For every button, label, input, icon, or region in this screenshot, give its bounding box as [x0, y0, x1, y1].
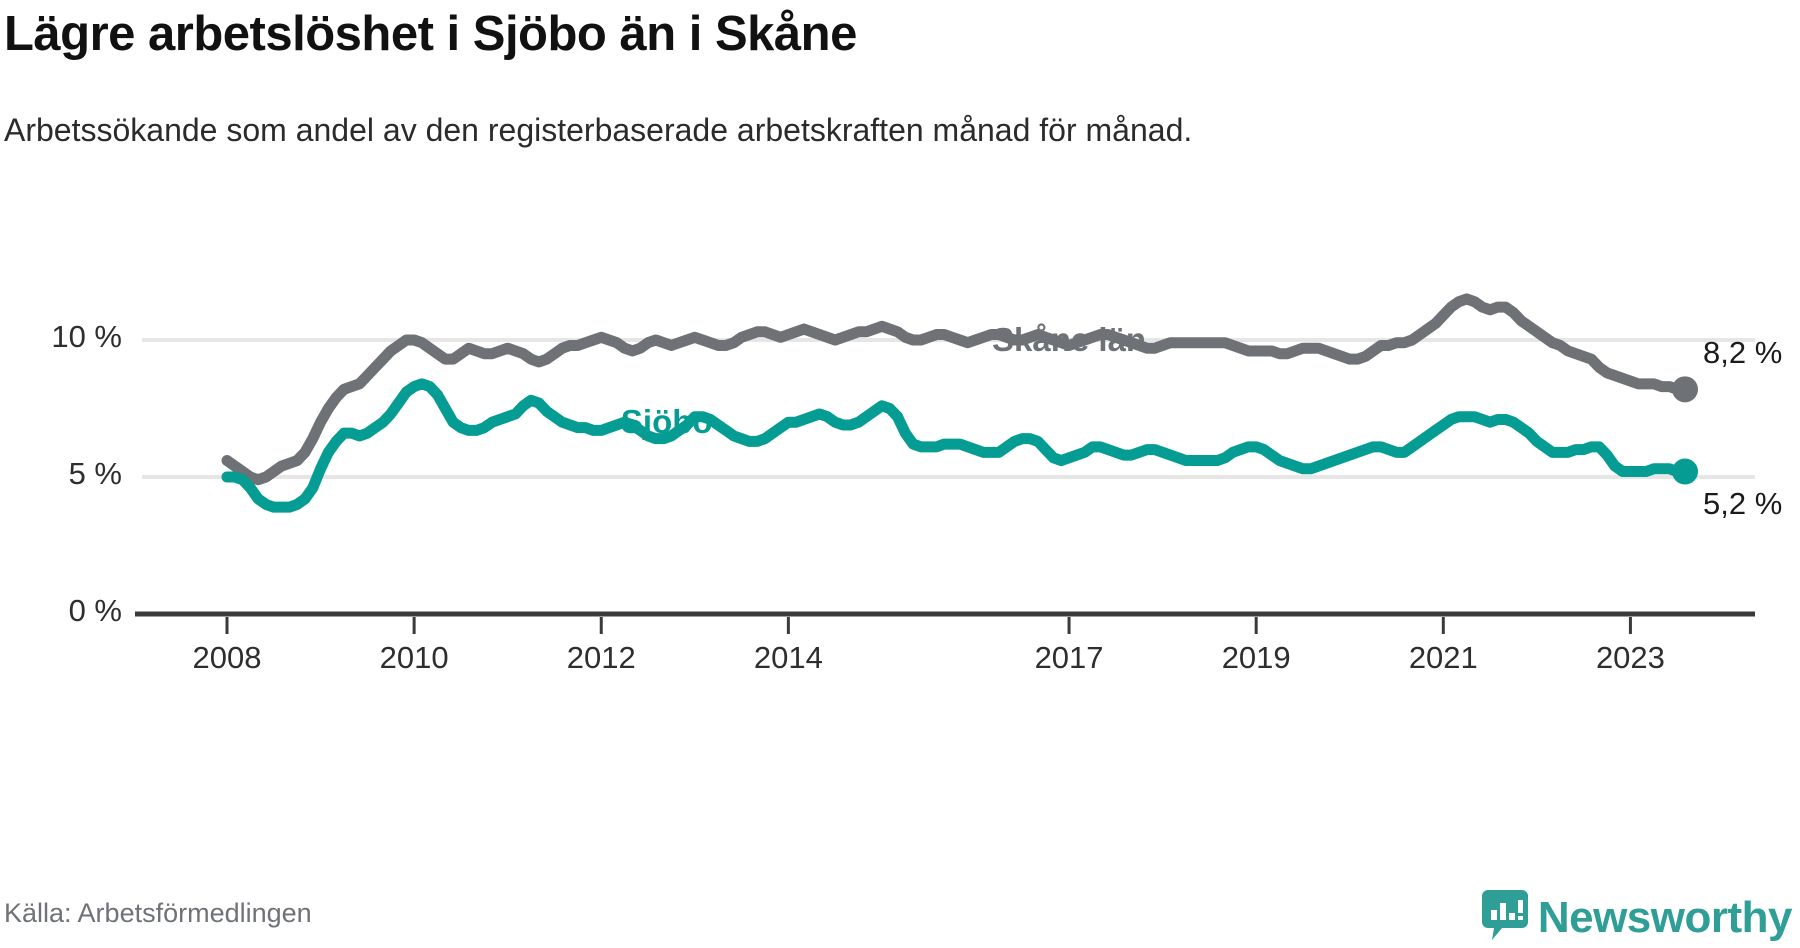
logo-wordmark: Newsworthy — [1537, 892, 1793, 942]
x-axis-tick-label: 2019 — [1221, 640, 1291, 675]
x-axis-tick-label: 2023 — [1595, 640, 1665, 675]
series-inline-label: Sjöbo — [620, 402, 713, 440]
x-axis-tick-label: 2021 — [1408, 640, 1478, 675]
y-axis-tick-label: 10 % — [51, 319, 122, 354]
bar-chart-bubble-icon — [1481, 890, 1528, 945]
series-inline-label: Skåne län — [992, 320, 1147, 358]
y-axis-tick-label: 5 % — [68, 456, 122, 491]
x-axis-tick-label: 2017 — [1034, 640, 1104, 675]
page-title: Lägre arbetslöshet i Sjöbo än i Skåne — [4, 7, 857, 61]
line-chart — [135, 293, 1755, 634]
newsworthy-logo[interactable]: Newsworthy — [1481, 890, 1793, 945]
x-axis-tick-label: 2008 — [192, 640, 262, 675]
x-axis-tick-label: 2014 — [753, 640, 823, 675]
series-end-value-label: 8,2 % — [1703, 335, 1783, 371]
series-end-value-label: 5,2 % — [1703, 485, 1783, 521]
x-axis-tick-label: 2010 — [379, 640, 449, 675]
y-axis-tick-label: 0 % — [68, 593, 122, 628]
page-subtitle: Arbetssökande som andel av den registerb… — [4, 112, 1193, 148]
chart-container: 10 % 5 % 0 % 2008 2010 2012 2014 2017 2019 2021 20… — [0, 250, 1800, 810]
x-axis-tick-label: 2012 — [566, 640, 636, 675]
source-note: Källa: Arbetsförmedlingen — [4, 898, 312, 928]
